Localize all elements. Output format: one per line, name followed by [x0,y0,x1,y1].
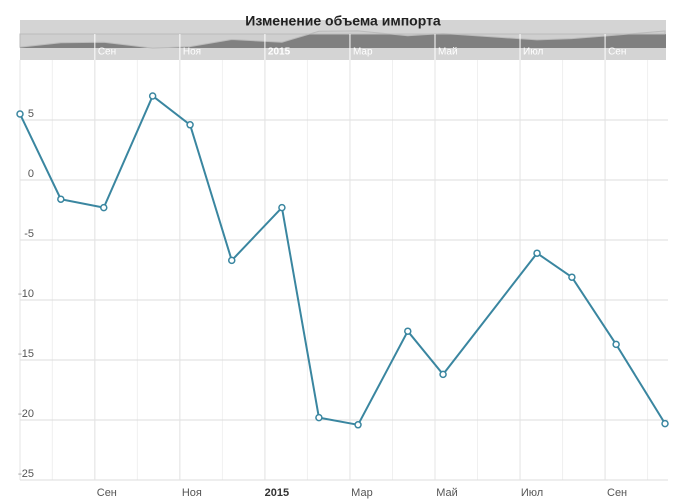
nav-label: 2015 [268,47,291,58]
series-line [19,94,666,426]
point [661,419,669,428]
point [16,110,24,118]
point [404,327,412,335]
point [533,249,541,257]
y-tick-label: -5 [24,228,34,240]
chart-title: Изменение объема импорта [245,13,441,29]
x-tick-label: Сен [607,487,627,499]
point [57,195,65,203]
point [315,413,323,422]
nav-label: Май [438,47,458,58]
point [568,273,576,281]
y-tick-label: -20 [18,408,34,420]
nav-label: Сен [98,47,116,58]
nav-label: Июл [523,47,543,58]
point [439,370,447,379]
y-tick-label: 5 [28,108,34,120]
x-tick-label: Май [436,487,458,499]
nav-label: Сен [608,47,626,58]
point [612,340,620,349]
y-tick-label: -10 [18,288,34,300]
nav-label: Ноя [183,47,201,58]
point [186,121,194,129]
x-tick-label: Мар [351,487,373,499]
nav-label: Мар [353,47,373,58]
point [148,92,157,100]
x-tick-label: 2015 [265,487,289,499]
point [354,421,362,429]
y-tick-label: -15 [18,348,34,360]
y-tick-label: 0 [28,168,34,180]
x-tick-label: Ноя [182,487,202,499]
point [227,256,236,265]
navigator-series [19,30,666,49]
point [278,203,286,212]
y-tick-label: -25 [18,468,34,480]
point [100,203,108,212]
x-tick-label: Сен [97,487,117,499]
x-tick-label: Июл [521,487,543,499]
navigator-layer: Сен Ноя 2015 Мар Май Июл Сен [19,30,666,60]
